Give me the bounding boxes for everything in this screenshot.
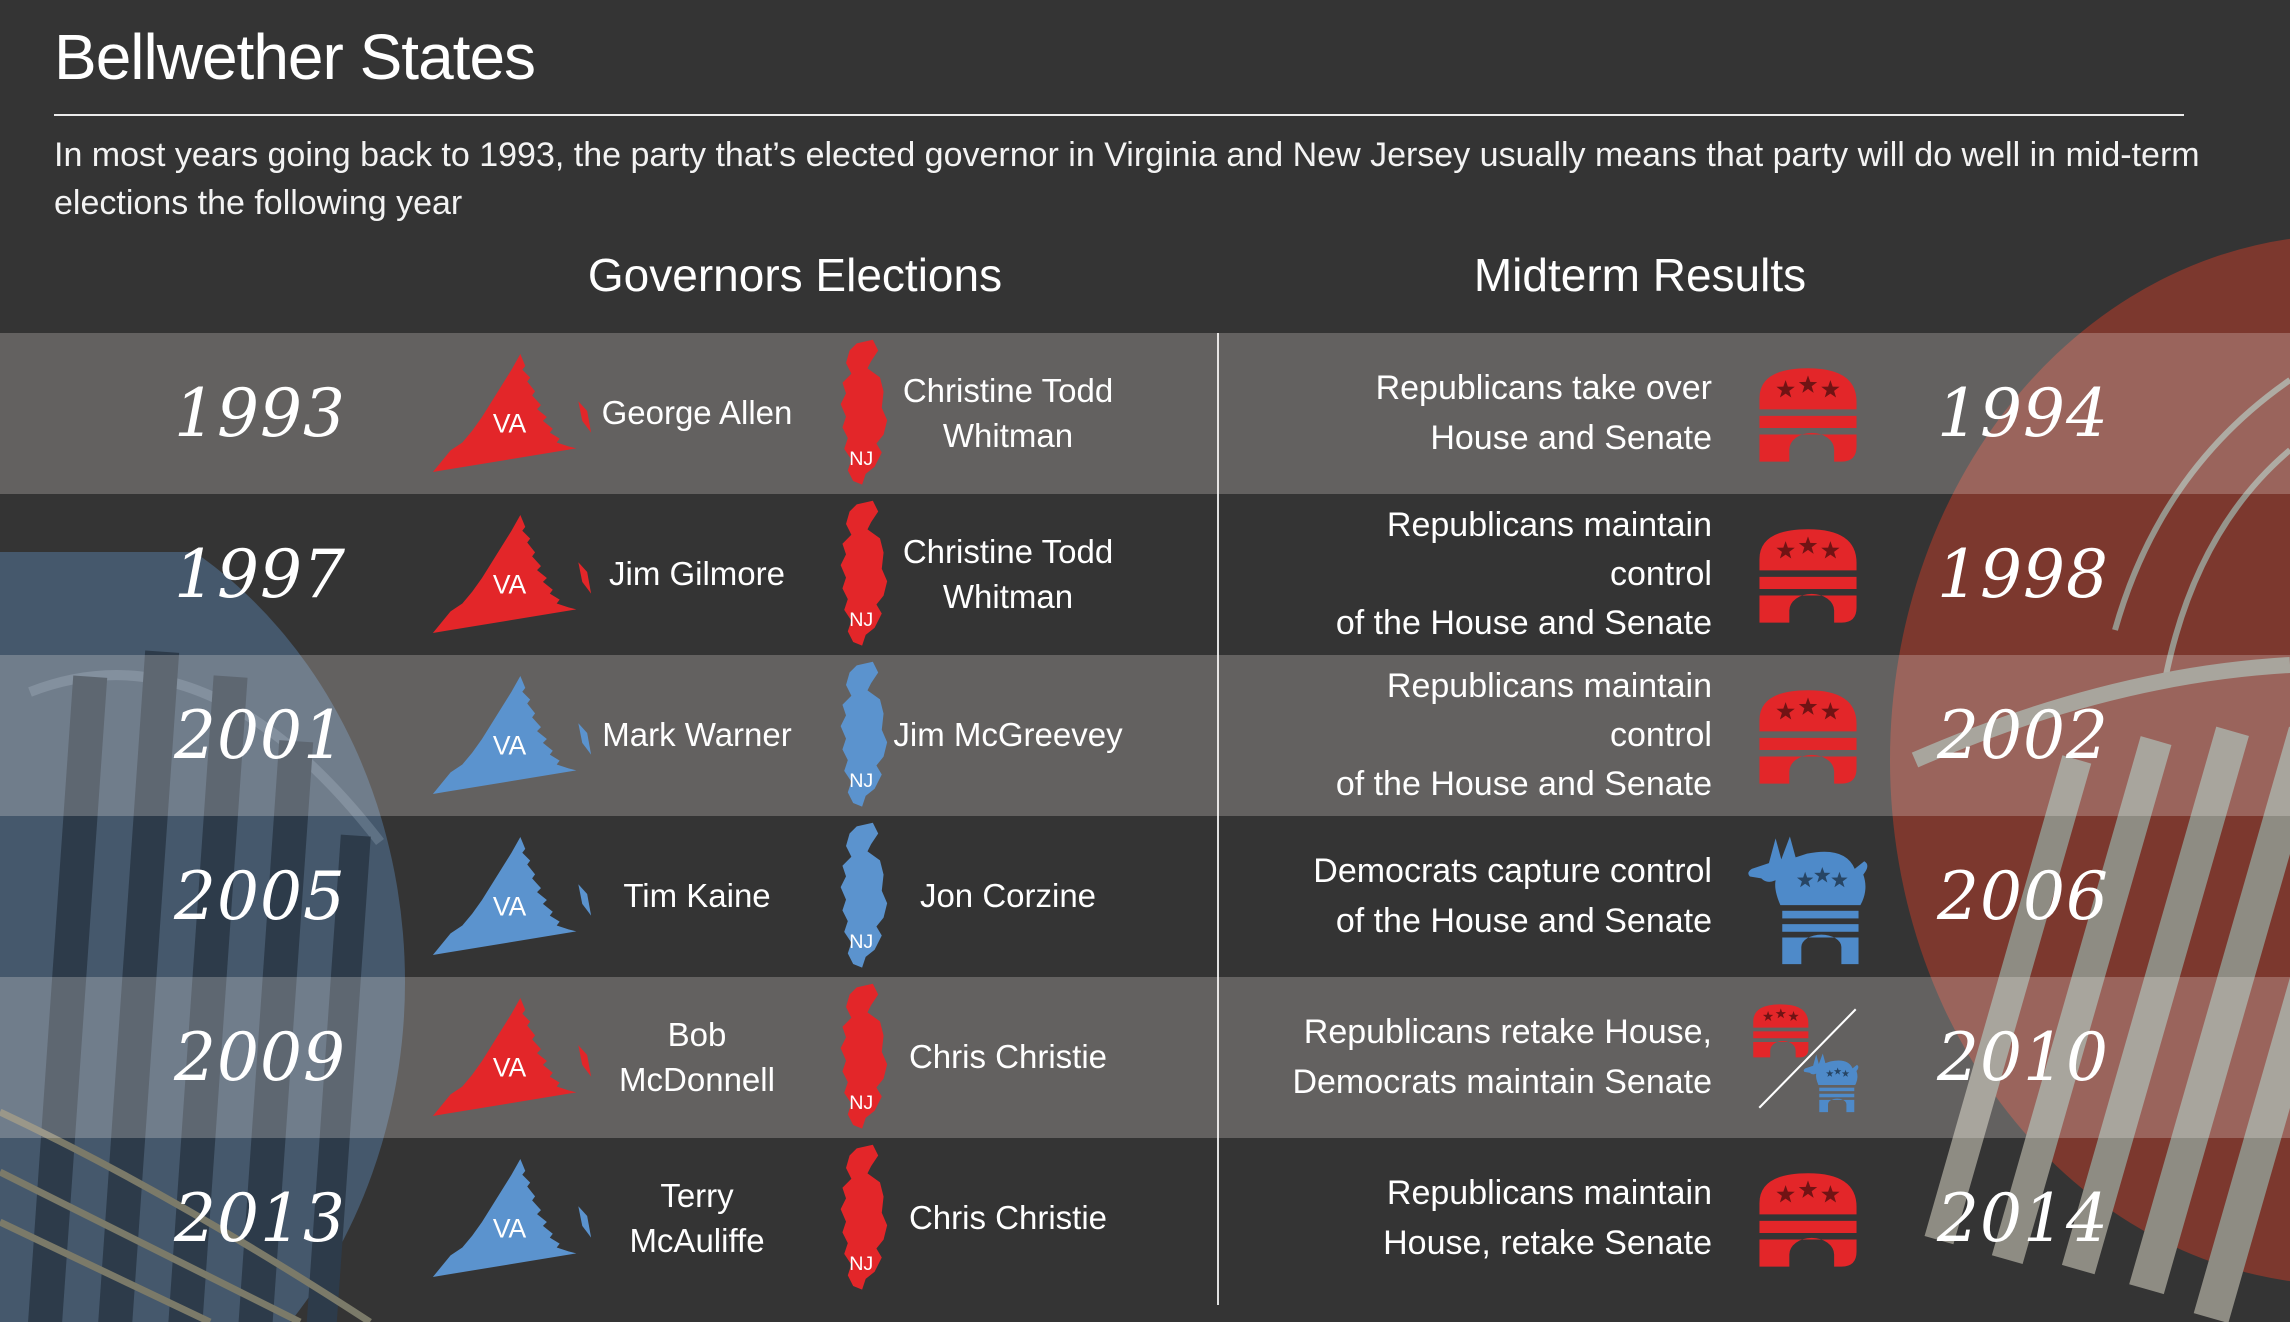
- virginia-governor-name: Bob McDonnell: [619, 1015, 775, 1098]
- svg-text:VA: VA: [492, 731, 526, 761]
- svg-text:NJ: NJ: [849, 930, 873, 952]
- midterm-result-text: Republicans take over House and Senate: [1375, 369, 1712, 457]
- midterm-year: 2014: [1937, 1180, 2109, 1257]
- page-title: Bellwether States: [54, 21, 536, 93]
- table-row: 2005 VA Tim Kaine NJ Jon Corzine Democra…: [0, 816, 2290, 977]
- midterm-year: 2010: [1937, 1019, 2109, 1096]
- svg-text:NJ: NJ: [849, 1091, 873, 1113]
- table-row: 1993 VA George Allen NJ Christine Todd Wh…: [0, 333, 2290, 494]
- title-divider-rule: [54, 114, 2184, 116]
- midterm-year: 1994: [1937, 375, 2109, 452]
- svg-text:VA: VA: [492, 1214, 526, 1244]
- column-header-midterm-results: Midterm Results: [1473, 249, 1807, 301]
- democrat-donkey-icon: [1748, 816, 1868, 977]
- new-jersey-map-icon: NJ: [824, 333, 902, 494]
- svg-text:NJ: NJ: [849, 1252, 873, 1274]
- new-jersey-governor-name: Chris Christie: [908, 1199, 1108, 1237]
- new-jersey-governor-name: Jim McGreevey: [893, 716, 1123, 754]
- election-year: 1993: [174, 375, 346, 452]
- new-jersey-governor-name: Jon Corzine: [919, 877, 1097, 915]
- table-row: 2001 VA Mark Warner NJ Jim McGreevey Rep…: [0, 655, 2290, 816]
- svg-text:NJ: NJ: [849, 769, 873, 791]
- svg-text:NJ: NJ: [849, 608, 873, 630]
- page-subtitle: In most years going back to 1993, the pa…: [54, 136, 2200, 222]
- column-header-governors-elections: Governors Elections: [587, 249, 1003, 301]
- new-jersey-map-icon: NJ: [824, 1138, 902, 1299]
- virginia-map-icon: VA: [423, 333, 598, 494]
- table-row: 2009 VA Bob McDonnell NJ Chris Christie R…: [0, 977, 2290, 1138]
- svg-text:NJ: NJ: [849, 447, 873, 469]
- election-year: 2005: [174, 858, 346, 935]
- virginia-map-icon: VA: [423, 816, 598, 977]
- midterm-result-text: Republicans maintain control of the House…: [1335, 666, 1712, 804]
- virginia-governor-name: George Allen: [601, 394, 793, 432]
- virginia-governor-name: Tim Kaine: [623, 877, 771, 915]
- midterm-year: 2006: [1937, 858, 2109, 935]
- midterm-result-text: Democrats capture control of the House an…: [1313, 852, 1712, 940]
- svg-text:VA: VA: [492, 1053, 526, 1083]
- election-year: 2009: [174, 1019, 346, 1096]
- virginia-governor-name: Terry McAuliffe: [629, 1176, 765, 1259]
- new-jersey-map-icon: NJ: [824, 816, 902, 977]
- republican-elephant-icon: [1748, 494, 1868, 655]
- midterm-year: 1998: [1937, 536, 2109, 613]
- midterm-result-text: Republicans maintain House, retake Senate: [1383, 1174, 1712, 1262]
- virginia-map-icon: VA: [423, 655, 598, 816]
- midterm-year: 2002: [1937, 697, 2109, 774]
- republican-elephant-icon: [1748, 1138, 1868, 1299]
- new-jersey-governor-name: Christine Todd Whitman: [902, 371, 1114, 454]
- virginia-map-icon: VA: [423, 977, 598, 1138]
- new-jersey-map-icon: NJ: [824, 655, 902, 816]
- virginia-map-icon: VA: [423, 1138, 598, 1299]
- new-jersey-map-icon: NJ: [824, 977, 902, 1138]
- election-year: 2001: [174, 697, 346, 774]
- svg-text:VA: VA: [492, 409, 526, 439]
- elephant-donkey-split-icon: [1748, 977, 1868, 1138]
- new-jersey-governor-name: Christine Todd Whitman: [902, 532, 1114, 615]
- new-jersey-map-icon: NJ: [824, 494, 902, 655]
- table-row: 1997 VA Jim Gilmore NJ Christine Todd Whi…: [0, 494, 2290, 655]
- svg-text:VA: VA: [492, 570, 526, 600]
- republican-elephant-icon: [1748, 655, 1868, 816]
- new-jersey-governor-name: Chris Christie: [908, 1038, 1108, 1076]
- virginia-governor-name: Jim Gilmore: [608, 555, 785, 593]
- midterm-result-text: Republicans maintain control of the House…: [1335, 505, 1712, 643]
- virginia-map-icon: VA: [423, 494, 598, 655]
- midterm-result-text: Republicans retake House, Democrats maint…: [1292, 1013, 1712, 1101]
- svg-text:VA: VA: [492, 892, 526, 922]
- table-row: 2013 VA Terry McAuliffe NJ Chris Christie…: [0, 1138, 2290, 1299]
- election-year: 2013: [174, 1180, 346, 1257]
- republican-elephant-icon: [1748, 333, 1868, 494]
- election-year: 1997: [174, 536, 346, 613]
- virginia-governor-name: Mark Warner: [602, 716, 792, 754]
- column-divider-line: [1217, 333, 1219, 1305]
